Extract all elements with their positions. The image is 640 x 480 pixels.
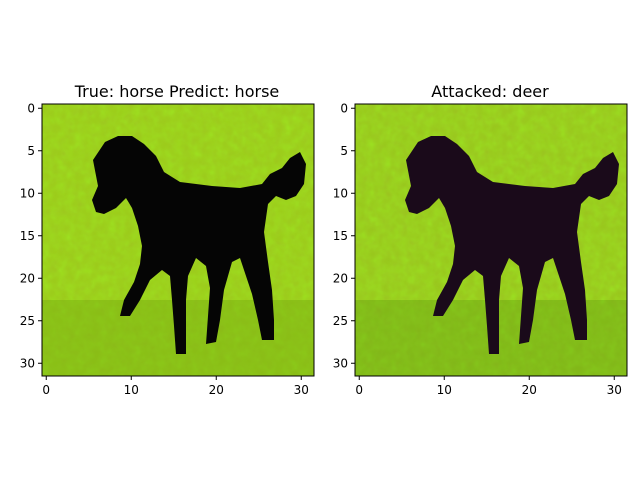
y-tick-label: 10 [20, 186, 35, 200]
axis-ticks-attacked: 0 10 20 30 0 5 10 15 20 25 30 [333, 101, 622, 397]
x-tick-label: 30 [607, 383, 622, 397]
x-tick-label: 0 [355, 383, 363, 397]
x-tick-label: 10 [124, 383, 139, 397]
x-tick-label: 10 [437, 383, 452, 397]
y-tick-label: 5 [27, 144, 35, 158]
x-tick-label: 0 [42, 383, 50, 397]
horse-silhouette [405, 136, 619, 354]
image-attacked [355, 104, 627, 376]
y-tick-label: 10 [333, 186, 348, 200]
y-tick-label: 20 [333, 271, 348, 285]
panel-title-attacked: Attacked: deer [431, 82, 549, 101]
y-tick-label: 30 [333, 356, 348, 370]
panel-title-original: True: horse Predict: horse [74, 82, 280, 101]
y-tick-label: 15 [20, 229, 35, 243]
panel-original: True: horse Predict: horse 0 10 20 30 0 5 10 15… [20, 82, 315, 397]
axes-frame-original [41, 103, 315, 377]
y-tick-label: 0 [27, 101, 35, 115]
horse-silhouette [92, 136, 306, 354]
y-tick-label: 20 [20, 271, 35, 285]
axes-frame-attacked [354, 103, 628, 377]
y-tick-label: 30 [20, 356, 35, 370]
y-tick-label: 25 [333, 314, 348, 328]
x-tick-label: 30 [294, 383, 309, 397]
axis-ticks-original: 0 10 20 30 0 5 10 15 20 25 30 [20, 101, 309, 397]
y-tick-label: 15 [333, 229, 348, 243]
y-tick-label: 25 [20, 314, 35, 328]
panel-attacked: Attacked: deer 0 10 20 30 0 5 10 15 20 25 30 [333, 82, 628, 397]
x-tick-label: 20 [522, 383, 537, 397]
y-tick-label: 0 [340, 101, 348, 115]
x-tick-label: 20 [209, 383, 224, 397]
image-original [42, 104, 314, 376]
y-tick-label: 5 [340, 144, 348, 158]
